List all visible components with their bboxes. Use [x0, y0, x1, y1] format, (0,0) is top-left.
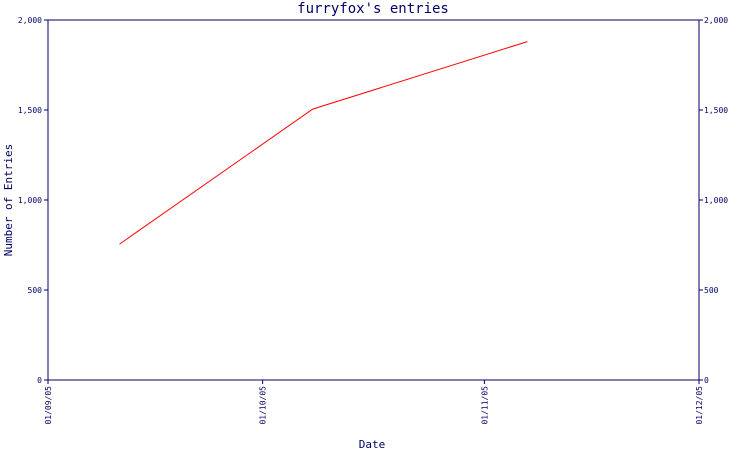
y-tick-label-left: 2,000 [18, 16, 42, 25]
y-tick-label-left: 500 [28, 286, 43, 295]
x-axis: 01/09/05 01/10/05 01/11/05 01/12/05 [44, 380, 704, 425]
y-tick-label-right: 2,000 [704, 16, 728, 25]
x-tick-label: 01/10/05 [259, 386, 268, 425]
y-tick-label-right: 1,000 [704, 196, 728, 205]
y-tick-label-right: 1,500 [704, 106, 728, 115]
y-axis-label: Number of Entries [2, 144, 15, 257]
series-line [119, 41, 528, 245]
y-tick-label-right: 0 [704, 376, 709, 385]
x-tick-label: 01/12/05 [695, 386, 704, 425]
x-tick-label: 01/09/05 [44, 386, 53, 425]
left-y-axis: 0 500 1,000 1,500 2,000 [18, 16, 48, 385]
series-layer [119, 41, 528, 245]
chart-title: furryfox's entries [297, 1, 449, 17]
y-tick-label-left: 1,500 [18, 106, 42, 115]
x-tick-label: 01/11/05 [480, 386, 489, 425]
right-y-axis: 0 500 1,000 1,500 2,000 [699, 16, 728, 385]
y-tick-label-left: 1,000 [18, 196, 42, 205]
x-axis-label: Date [359, 438, 386, 450]
plot-area [47, 19, 700, 381]
y-tick-label-left: 0 [37, 376, 42, 385]
y-tick-label-right: 500 [704, 286, 719, 295]
